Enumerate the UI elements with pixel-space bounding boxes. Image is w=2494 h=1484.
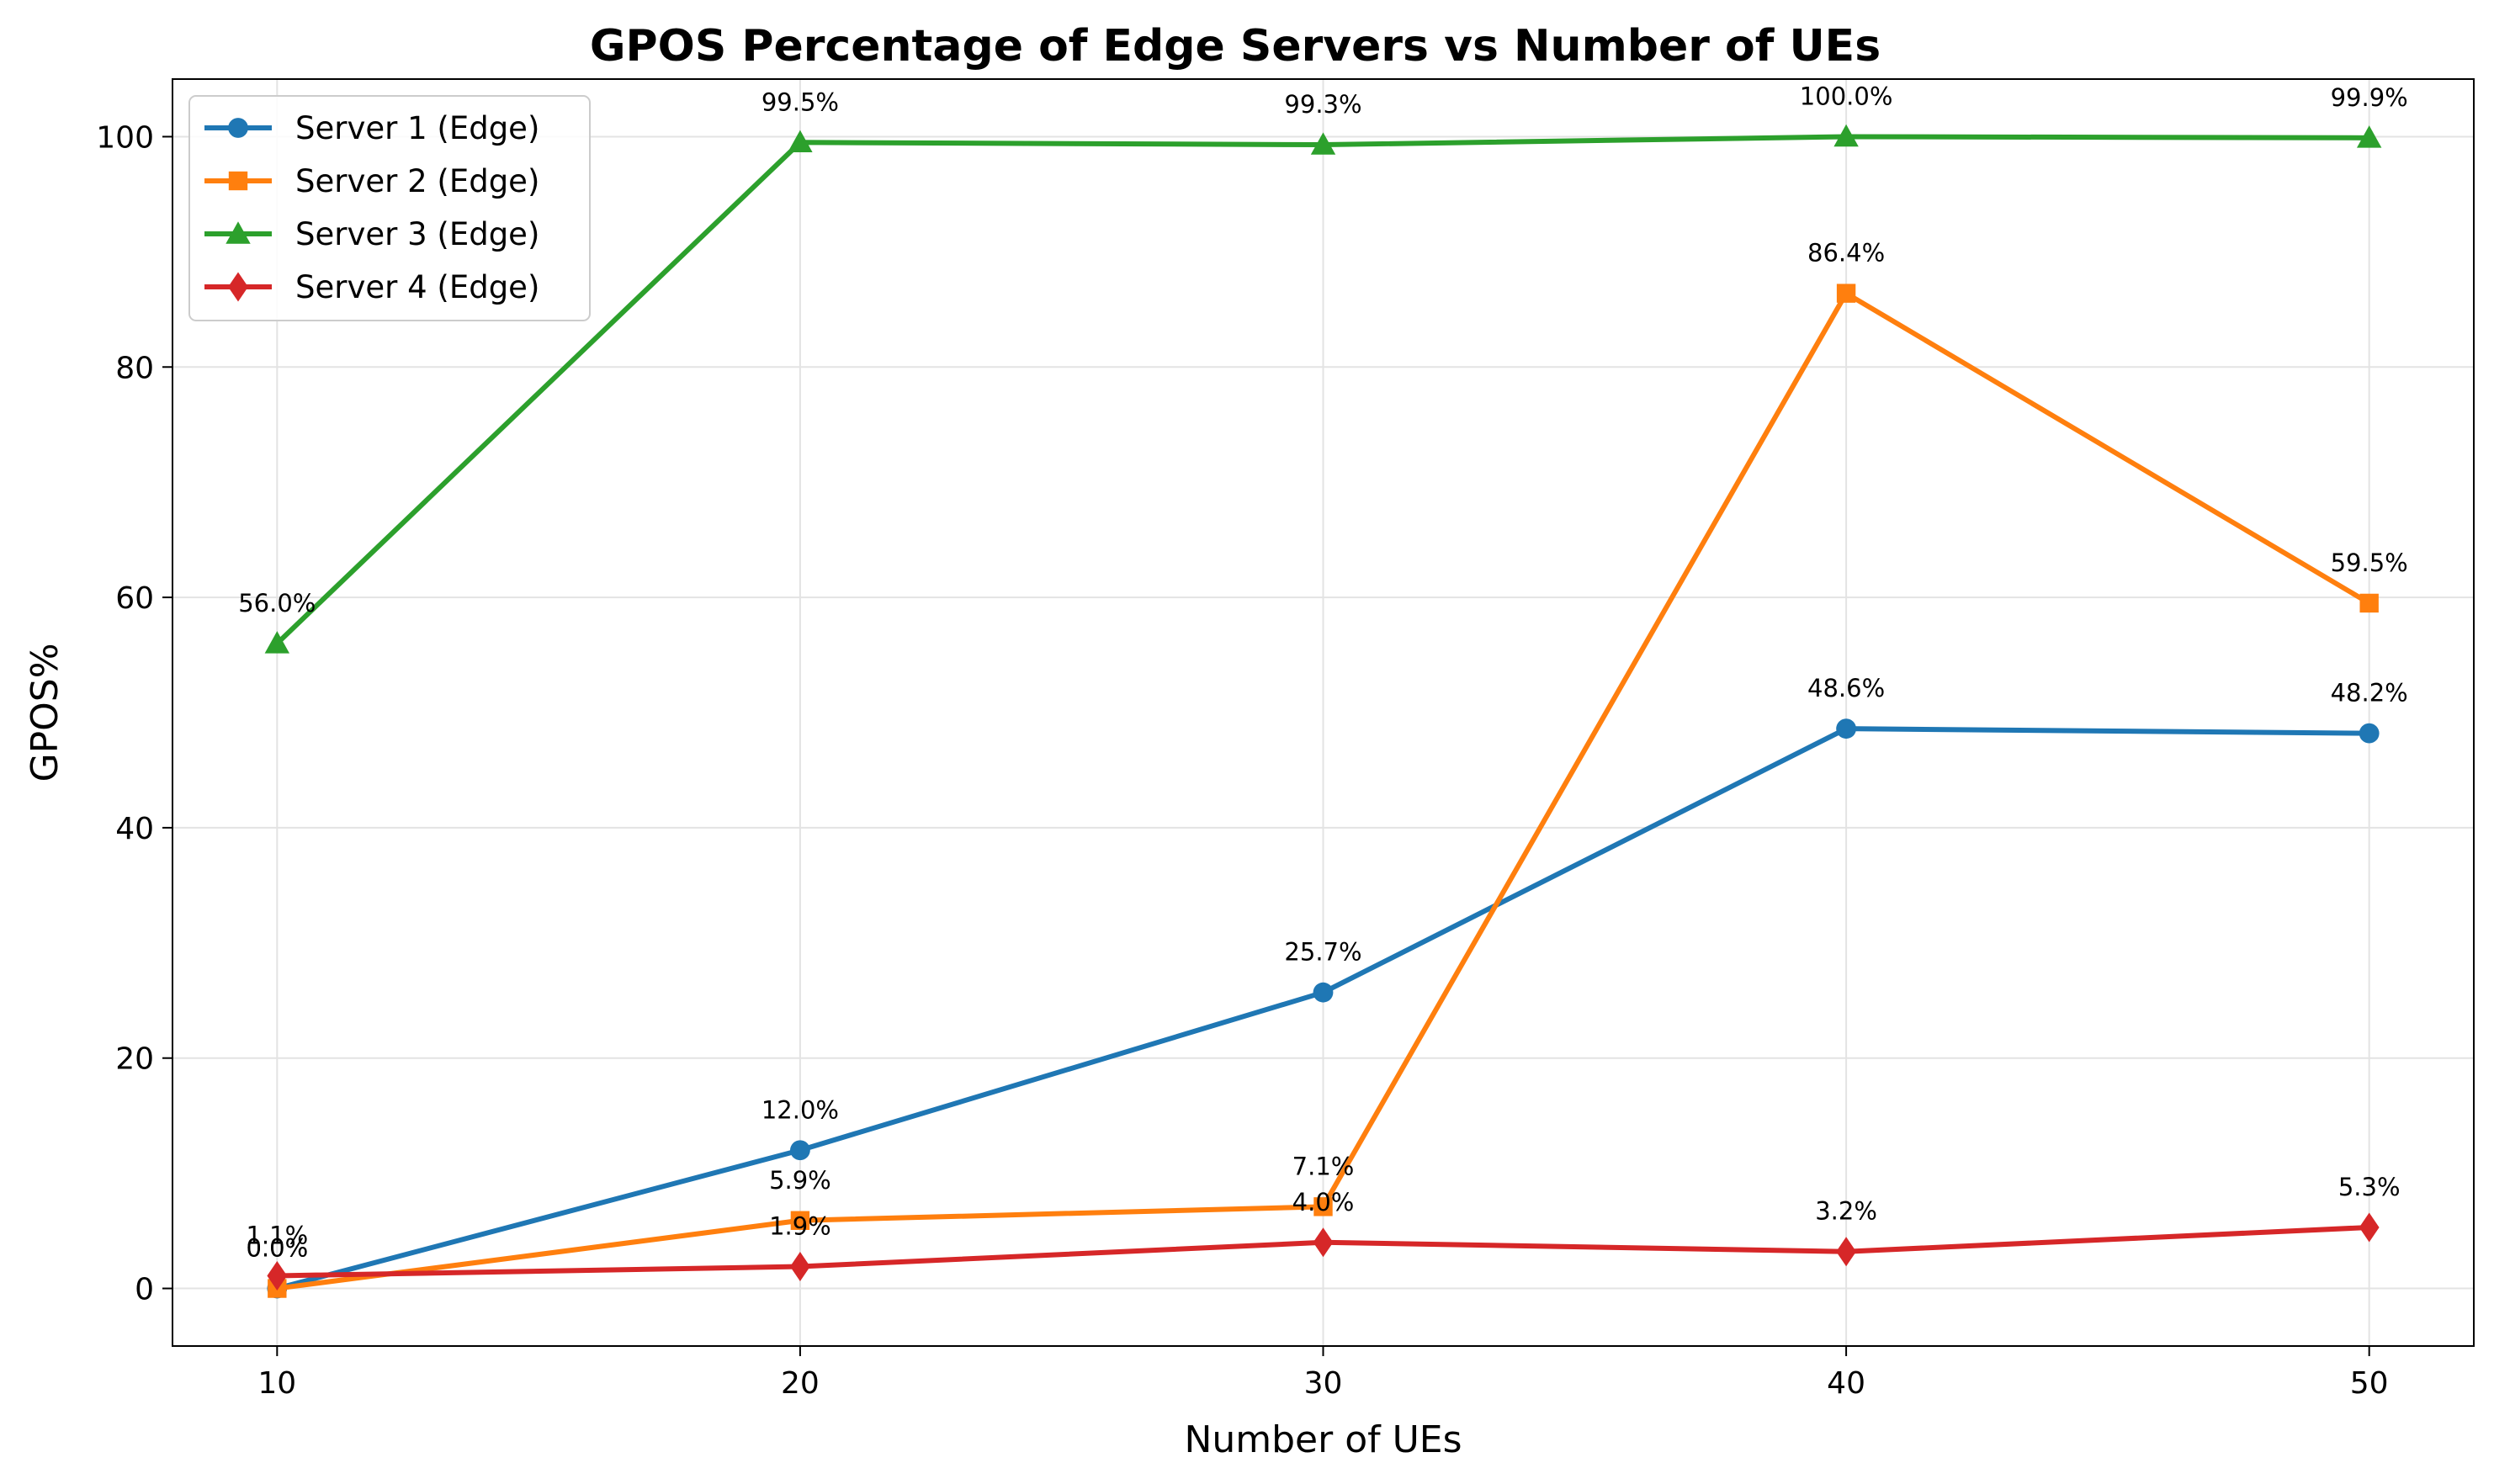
data-label: 100.0% bbox=[1800, 82, 1893, 110]
data-label: 59.5% bbox=[2331, 549, 2408, 577]
legend-item: Server 4 (Edge) bbox=[204, 269, 539, 305]
legend-box bbox=[188, 95, 591, 321]
series-4 bbox=[267, 1212, 2380, 1291]
data-point bbox=[790, 1140, 810, 1161]
legend-label: Server 4 (Edge) bbox=[295, 269, 539, 305]
legend-marker bbox=[226, 221, 251, 244]
y-tick-label: 20 bbox=[115, 1042, 154, 1077]
data-point bbox=[264, 631, 290, 654]
x-tick-label: 20 bbox=[781, 1366, 820, 1401]
legend-marker bbox=[228, 272, 248, 302]
data-label: 5.3% bbox=[2338, 1173, 2401, 1201]
data-point bbox=[2359, 1212, 2380, 1243]
legend-label: Server 1 (Edge) bbox=[295, 110, 539, 146]
data-label: 99.9% bbox=[2331, 83, 2408, 112]
data-point bbox=[790, 1211, 810, 1230]
legend-marker bbox=[228, 171, 248, 191]
legend-item: Server 3 (Edge) bbox=[204, 216, 539, 252]
series-3 bbox=[264, 124, 2382, 654]
data-label: 86.4% bbox=[1807, 239, 1885, 268]
data-label: 48.2% bbox=[2331, 679, 2408, 708]
data-point bbox=[2359, 723, 2380, 744]
data-point bbox=[788, 130, 813, 153]
data-label: 99.3% bbox=[1284, 90, 1361, 119]
data-label: 3.2% bbox=[1815, 1197, 1877, 1226]
y-axis-label: GPOS% bbox=[24, 644, 66, 782]
y-tick-label: 80 bbox=[115, 351, 154, 385]
data-label: 0.0% bbox=[246, 1234, 308, 1263]
data-point bbox=[1836, 1237, 1856, 1267]
data-point bbox=[1836, 284, 1856, 303]
data-label: 56.0% bbox=[238, 589, 316, 617]
legend-label: Server 3 (Edge) bbox=[295, 216, 539, 252]
data-point bbox=[2356, 125, 2382, 148]
data-point bbox=[1310, 132, 1336, 155]
data-point bbox=[1313, 1197, 1333, 1216]
y-tick-label: 0 bbox=[135, 1273, 154, 1307]
x-tick-label: 10 bbox=[257, 1366, 296, 1401]
data-labels: 0.0%12.0%25.7%48.6% 48.2%0.0%5.9% 7.1%86.4… bbox=[238, 82, 2408, 1262]
chart-title: GPOS Percentage of Edge Servers vs Numbe… bbox=[590, 21, 1881, 72]
legend-item: Server 2 (Edge) bbox=[204, 163, 539, 199]
data-point bbox=[790, 1252, 810, 1282]
data-label: 12.0% bbox=[761, 1095, 839, 1124]
y-tick-label: 100 bbox=[96, 120, 154, 155]
data-point bbox=[1313, 1227, 1334, 1258]
data-label: 5.9% bbox=[769, 1166, 831, 1195]
data-label: 7.1% bbox=[1292, 1152, 1355, 1180]
axis-ticks: 10 20 30 40 50 0 20 40 60 80 100 bbox=[96, 120, 2388, 1401]
data-point bbox=[267, 1260, 288, 1291]
data-point bbox=[2359, 593, 2379, 613]
data-point bbox=[1836, 718, 1856, 739]
data-label: 0.0% bbox=[246, 1234, 308, 1263]
legend-label: Server 2 (Edge) bbox=[295, 163, 539, 199]
legend-item: Server 1 (Edge) bbox=[204, 110, 539, 146]
legend: Server 1 (Edge) Server 2 (Edge) Server 3 (… bbox=[188, 95, 591, 321]
legend-marker bbox=[228, 118, 248, 138]
data-label: 1.9% bbox=[769, 1212, 831, 1241]
data-label: 99.5% bbox=[761, 87, 839, 116]
series-layer bbox=[264, 124, 2382, 1299]
data-label: 4.0% bbox=[1292, 1188, 1355, 1216]
y-tick-label: 60 bbox=[115, 581, 154, 616]
data-point bbox=[1833, 124, 1859, 147]
y-tick-label: 40 bbox=[115, 812, 154, 846]
series-2 bbox=[268, 284, 2379, 1298]
data-point bbox=[1313, 982, 1334, 1003]
data-label: 25.7% bbox=[1284, 938, 1361, 967]
x-axis-label: Number of UEs bbox=[1184, 1418, 1462, 1461]
x-tick-label: 30 bbox=[1304, 1366, 1343, 1401]
x-tick-label: 50 bbox=[2350, 1366, 2389, 1401]
data-label: 48.6% bbox=[1807, 674, 1885, 702]
x-tick-label: 40 bbox=[1827, 1366, 1865, 1401]
data-label: 1.1% bbox=[246, 1221, 308, 1249]
